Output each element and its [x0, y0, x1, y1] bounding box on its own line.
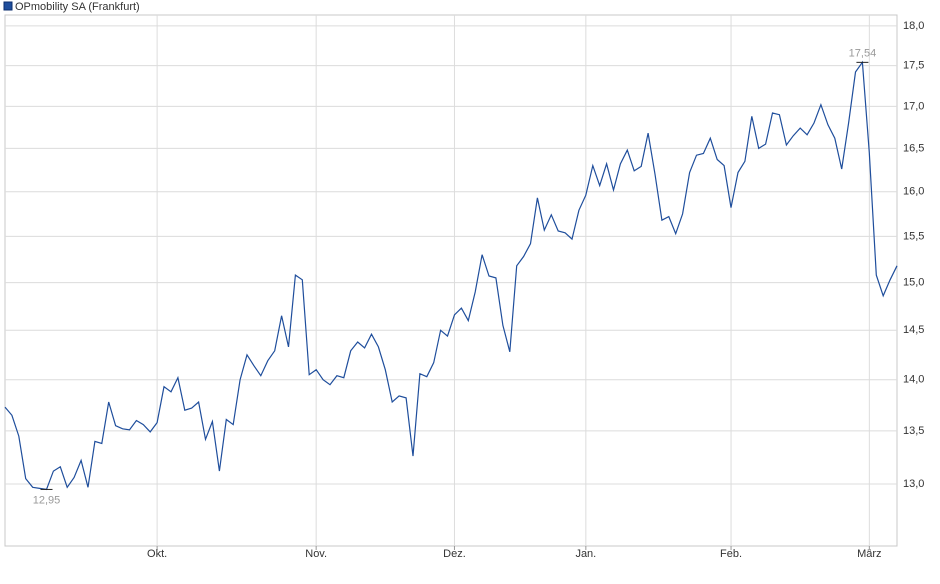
legend-label: OPmobility SA (Frankfurt)	[15, 1, 140, 13]
x-tick-label: Nov.	[305, 548, 327, 560]
x-tick-label: Jan.	[575, 548, 596, 560]
x-tick-label: März	[857, 548, 881, 560]
annotation-label: 12,95	[33, 494, 61, 506]
y-tick-label: 18,0	[903, 20, 924, 32]
y-tick-label: 15,0	[903, 276, 924, 288]
y-tick-label: 14,0	[903, 374, 924, 386]
x-tick-label: Okt.	[147, 548, 167, 560]
y-tick-label: 13,5	[903, 425, 924, 437]
legend-swatch	[3, 1, 13, 11]
y-tick-label: 17,0	[903, 100, 924, 112]
y-tick-label: 13,0	[903, 478, 924, 490]
y-tick-label: 16,0	[903, 186, 924, 198]
x-tick-label: Feb.	[720, 548, 742, 560]
x-tick-label: Dez.	[443, 548, 466, 560]
y-tick-label: 16,5	[903, 142, 924, 154]
price-line	[4, 60, 898, 491]
y-tick-label: 14,5	[903, 324, 924, 336]
y-tick-label: 15,5	[903, 230, 924, 242]
annotation-label: 17,54	[849, 47, 877, 59]
plot-frame	[4, 14, 898, 547]
y-tick-label: 17,5	[903, 59, 924, 71]
